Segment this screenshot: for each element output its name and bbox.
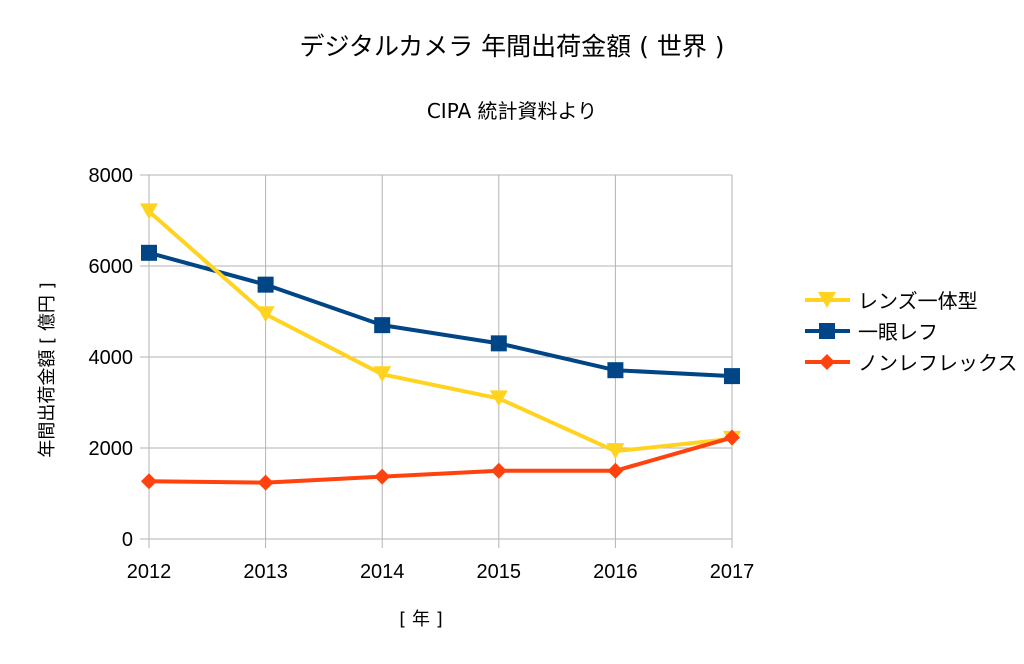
legend-label: レンズ一体型 [858,289,978,313]
y-axis-title: 年間出荷金額 [ 億円 ] [37,282,58,457]
data-point-marker [490,462,507,479]
chart-subtitle: CIPA 統計資料より [427,99,597,123]
legend-label: ノンレフレックス [858,351,1017,375]
x-tick-label: 2013 [243,561,288,583]
series-line [147,250,734,379]
series-1 [141,244,740,385]
data-point-marker [140,203,158,220]
series-0 [140,203,741,460]
data-point-marker [257,276,274,293]
gridlines [140,174,733,548]
x-tick-label: 2012 [127,561,172,583]
data-point-marker [374,468,391,485]
legend-label: 一眼レフ [858,320,938,344]
y-tick-label: 8000 [89,165,134,187]
series-line [147,209,734,454]
y-tick-label: 0 [122,529,133,551]
data-point-marker [606,443,625,460]
legend-item: レンズ一体型 [805,289,978,313]
y-axis-ticks: 0 2000 4000 6000 8000 [89,165,134,551]
x-tick-label: 2014 [360,561,405,583]
legend-marker [818,292,836,308]
data-point-marker [490,335,507,352]
data-point-marker [374,317,391,334]
x-axis-ticks: 2012 2013 2014 2015 2016 2017 [127,561,755,583]
data-point-marker [724,368,740,385]
legend-item: 一眼レフ [805,320,938,344]
x-axis-title: [ 年 ] [399,609,443,630]
data-point-marker [489,390,508,407]
y-tick-label: 6000 [89,256,134,278]
legend-marker [819,354,835,370]
data-point-marker [256,306,275,323]
y-tick-label: 2000 [89,438,134,460]
data-point-marker [141,244,157,261]
series-2 [141,429,740,491]
legend-item: ノンレフレックス [805,351,1017,375]
x-tick-label: 2016 [593,561,638,583]
data-point-marker [373,366,392,383]
series-line [147,435,734,485]
data-point-marker [607,362,624,379]
data-point-marker [257,474,274,491]
data-point-marker [141,473,157,490]
data-point-marker [607,462,624,479]
chart-title: デジタルカメラ 年間出荷金額 ( 世界 ) [299,32,724,61]
y-tick-label: 4000 [89,347,134,369]
data-point-marker [724,429,740,446]
x-tick-label: 2017 [710,561,755,583]
x-tick-label: 2015 [477,561,522,583]
series-group [140,203,741,491]
legend-marker [819,323,835,339]
